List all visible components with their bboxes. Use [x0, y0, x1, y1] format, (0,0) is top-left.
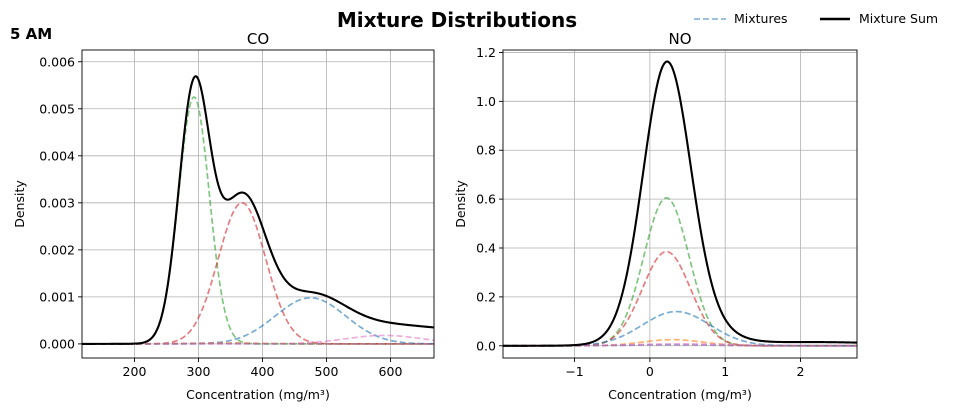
co-x-axis-label: Concentration (mg/m³): [186, 387, 330, 402]
no-x-axis-label: Concentration (mg/m³): [608, 387, 752, 402]
no-ytick-label: 1.0: [476, 94, 496, 109]
co-ytick-label: 0.005: [39, 101, 75, 116]
co-ytick-label: 0.006: [39, 54, 75, 69]
co-y-axis-label: Density: [12, 180, 27, 228]
no-ytick-label: 0.8: [476, 143, 496, 158]
co-mixture-sum-line: [82, 75, 434, 345]
co-panel: 200 300 400 500 600 0.000 0.001 0.002 0.003 0.004…: [12, 30, 435, 402]
co-xtick-label: 200: [123, 364, 147, 379]
figure-title: Mixture Distributions: [337, 8, 577, 32]
no-xtick-label: 2: [797, 364, 805, 379]
co-ytick-label: 0.003: [39, 195, 75, 210]
no-curves: [503, 60, 857, 347]
co-ytick-label: 0.002: [39, 242, 75, 257]
co-ytick-label: 0.000: [39, 336, 75, 351]
no-mixture-sum-line: [503, 60, 857, 347]
co-grid: [82, 50, 434, 358]
co-xtick-label: 600: [379, 364, 403, 379]
no-ytick-label: 1.2: [476, 45, 496, 60]
no-ytick-label: 0.4: [476, 241, 496, 256]
co-panel-title: CO: [247, 30, 269, 48]
legend-mixtures-label: Mixtures: [734, 11, 788, 26]
co-axes-frame: [81, 49, 435, 359]
co-xtick-label: 300: [187, 364, 211, 379]
no-ytick-label: 0.6: [476, 192, 496, 207]
co-xtick-label: 400: [251, 364, 275, 379]
no-y-axis-label: Density: [453, 180, 468, 228]
no-mixture-component-2: [503, 250, 857, 347]
no-xtick-label: −1: [565, 364, 583, 379]
co-ytick-label: 0.001: [39, 289, 75, 304]
co-ytick-label: 0.004: [39, 148, 75, 163]
co-xtick-label: 500: [315, 364, 339, 379]
no-xtick-label: 0: [646, 364, 654, 379]
no-mixture-component-1: [503, 197, 857, 347]
no-panel-title: NO: [668, 30, 691, 48]
no-ytick-label: 0.2: [476, 289, 496, 304]
co-curves: [82, 75, 434, 345]
no-ytick-label: 0.0: [476, 338, 496, 353]
no-axes-frame: [502, 49, 858, 359]
no-panel: −1 0 1 2 0.0 0.2 0.4 0.6 0.8 1.0 1.2 NO Concentratio…: [453, 30, 858, 402]
corner-label: 5 AM: [10, 25, 52, 43]
no-xtick-label: 1: [721, 364, 729, 379]
no-mixture-component-3: [503, 310, 857, 347]
legend: Mixtures Mixture Sum: [694, 11, 938, 26]
legend-mixture-sum-label: Mixture Sum: [859, 11, 938, 26]
